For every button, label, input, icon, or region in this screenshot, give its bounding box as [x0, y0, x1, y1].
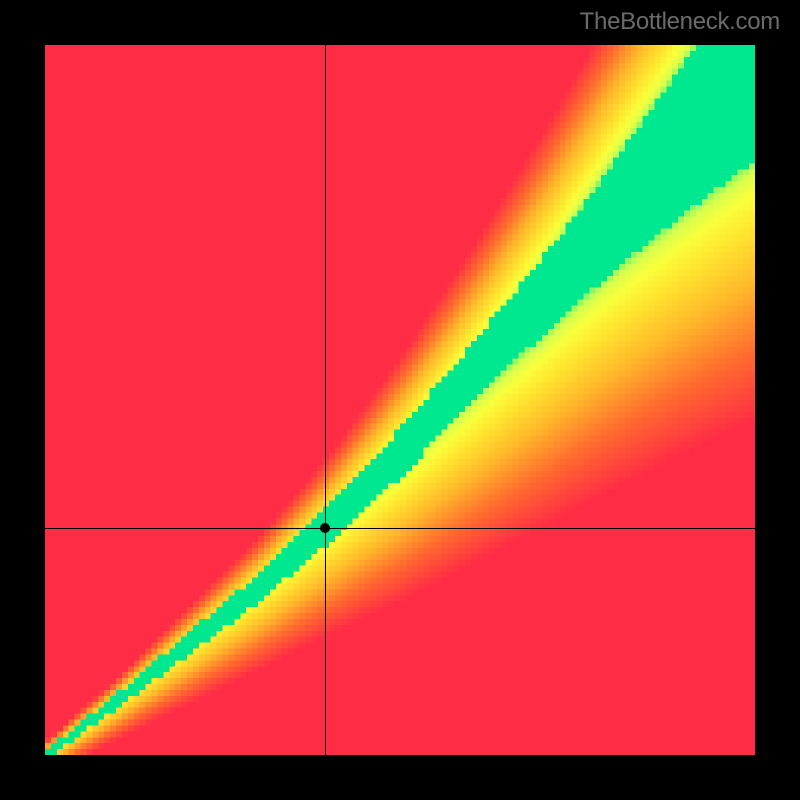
- crosshair-horizontal: [45, 528, 755, 529]
- heatmap-canvas: [45, 45, 755, 755]
- watermark-text: TheBottleneck.com: [580, 8, 780, 36]
- crosshair-vertical: [325, 45, 326, 755]
- marker-dot: [320, 523, 330, 533]
